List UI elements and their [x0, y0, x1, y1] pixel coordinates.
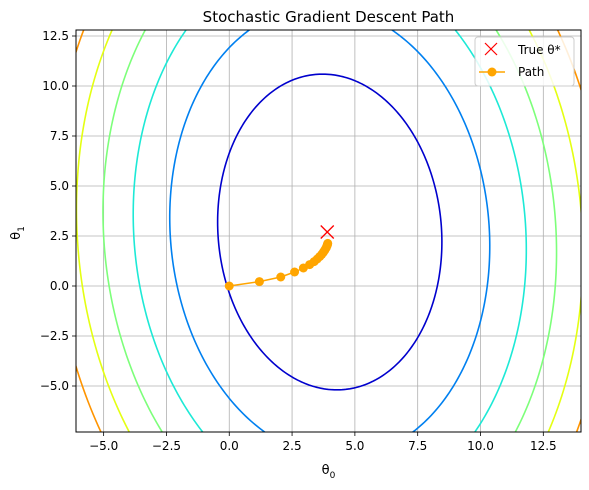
contour-level-2 — [168, 30, 491, 432]
plot-frame — [75, 29, 582, 433]
x-tick-label: 10.0 — [467, 439, 494, 453]
x-tick-label: 2.5 — [283, 439, 302, 453]
x-tick-label: −5.0 — [89, 439, 118, 453]
contour-lines — [76, 30, 581, 432]
x-tick-label: 7.5 — [408, 439, 427, 453]
contour-level-3 — [132, 30, 528, 432]
true-theta-marker — [320, 225, 335, 239]
y-tick-label: 2.5 — [50, 229, 69, 243]
legend-entry-path: Path — [479, 65, 544, 79]
x-tick-label: 0.0 — [220, 439, 239, 453]
x-tick-label: 12.5 — [530, 439, 557, 453]
x-tick-label: 5.0 — [345, 439, 364, 453]
x-axis-label: θ0 — [322, 463, 336, 481]
path-point — [290, 267, 300, 277]
legend-box — [474, 36, 575, 87]
y-tick-label: 12.5 — [42, 29, 69, 43]
grid-lines — [76, 30, 581, 432]
legend-entry-true-theta: True θ* — [484, 42, 561, 57]
path-point — [224, 281, 234, 291]
contour-level-1 — [216, 73, 443, 391]
contour-level-4 — [102, 30, 558, 432]
path-point — [254, 277, 264, 287]
y-tick-label: 7.5 — [50, 129, 69, 143]
true-theta-marker-stroke — [320, 225, 335, 239]
x-axis-label-subscript: 0 — [330, 471, 336, 481]
legend-label-true-theta: True θ* — [517, 43, 561, 57]
legend-label-path: Path — [518, 65, 544, 79]
contour-level-5 — [76, 30, 581, 432]
path-point — [323, 238, 333, 248]
chart-title: Stochastic Gradient Descent Path — [203, 8, 455, 26]
axis-ticks: −5.0 −2.5 0.0 2.5 5.0 7.5 10.0 12.5 −5.0 −2.5 0.0 2… — [40, 29, 557, 453]
legend-path-marker — [487, 67, 497, 77]
y-axis-label-subscript: 1 — [17, 226, 27, 232]
y-tick-label: −5.0 — [40, 379, 69, 393]
x-tick-label: −2.5 — [152, 439, 181, 453]
path-point — [276, 272, 286, 282]
y-tick-label: 10.0 — [42, 79, 69, 93]
legend: True θ* Path — [474, 36, 575, 87]
y-tick-label: −2.5 — [40, 329, 69, 343]
y-tick-label: 0.0 — [50, 279, 69, 293]
y-tick-label: 5.0 — [50, 179, 69, 193]
legend-x-marker-stroke-2 — [484, 42, 498, 56]
data-series — [224, 225, 335, 291]
y-axis-label: θ1 — [9, 226, 27, 240]
